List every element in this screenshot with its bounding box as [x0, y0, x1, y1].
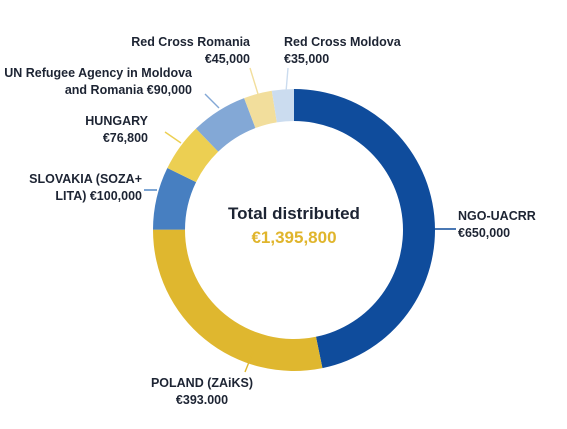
leader-line	[249, 67, 259, 95]
slice-label-line-2: and Romania €90,000	[65, 83, 192, 97]
slice-label-line-1: POLAND (ZAiKS)	[151, 376, 253, 390]
slice-label: Red Cross Moldova €35,000	[284, 35, 402, 66]
slice-ngo-uacrr	[294, 89, 435, 369]
slice-label: SLOVAKIA (SOZA+ LITA) €100,000	[29, 172, 142, 203]
slice-label-line-2: €393.000	[176, 393, 228, 407]
slice-red-cross-romania	[244, 90, 277, 129]
slice-label: HUNGARY €76,800	[85, 114, 148, 145]
slice-label-line-1: SLOVAKIA (SOZA+	[29, 172, 142, 186]
slice-poland-zaiks	[152, 229, 323, 371]
center-title: Total distributed	[228, 204, 360, 223]
slice-label: POLAND (ZAiKS) €393.000	[151, 376, 253, 407]
slice-label-line-2: €35,000	[284, 52, 329, 66]
leader-line	[244, 351, 254, 373]
slice-red-cross-moldova	[271, 89, 294, 123]
slice-label: Red Cross Romania €45,000	[131, 35, 251, 66]
center-value: €1,395,800	[251, 228, 336, 247]
slice-label: NGO-UACRR €650,000	[458, 209, 536, 240]
slice-label-line-1: Red Cross Romania	[131, 35, 251, 49]
leader-line	[204, 93, 220, 109]
slice-label-line-2: LITA) €100,000	[55, 189, 142, 203]
slice-label-line-1: Red Cross Moldova	[284, 35, 402, 49]
slices-group	[152, 89, 435, 371]
slice-label-line-1: HUNGARY	[85, 114, 148, 128]
slice-label-line-2: €45,000	[205, 52, 250, 66]
slice-label-line-2: €76,800	[103, 131, 148, 145]
slice-label: UN Refugee Agency in Moldova and Romania …	[4, 66, 193, 97]
leader-line	[164, 131, 182, 144]
slice-label-line-1: NGO-UACRR	[458, 209, 536, 223]
slice-hungary	[167, 128, 219, 183]
leader-line	[285, 67, 289, 93]
slice-label-line-2: €650,000	[458, 226, 510, 240]
slice-label-line-1: UN Refugee Agency in Moldova	[4, 66, 193, 80]
leader-lines-group	[144, 67, 456, 373]
slice-slovakia-soza-lita	[153, 168, 197, 230]
labels-group: NGO-UACRR €650,000 POLAND (ZAiKS) €393.000 S…	[4, 35, 536, 407]
slice-un-refugee-agency-in-moldova-and-romania	[195, 98, 256, 152]
